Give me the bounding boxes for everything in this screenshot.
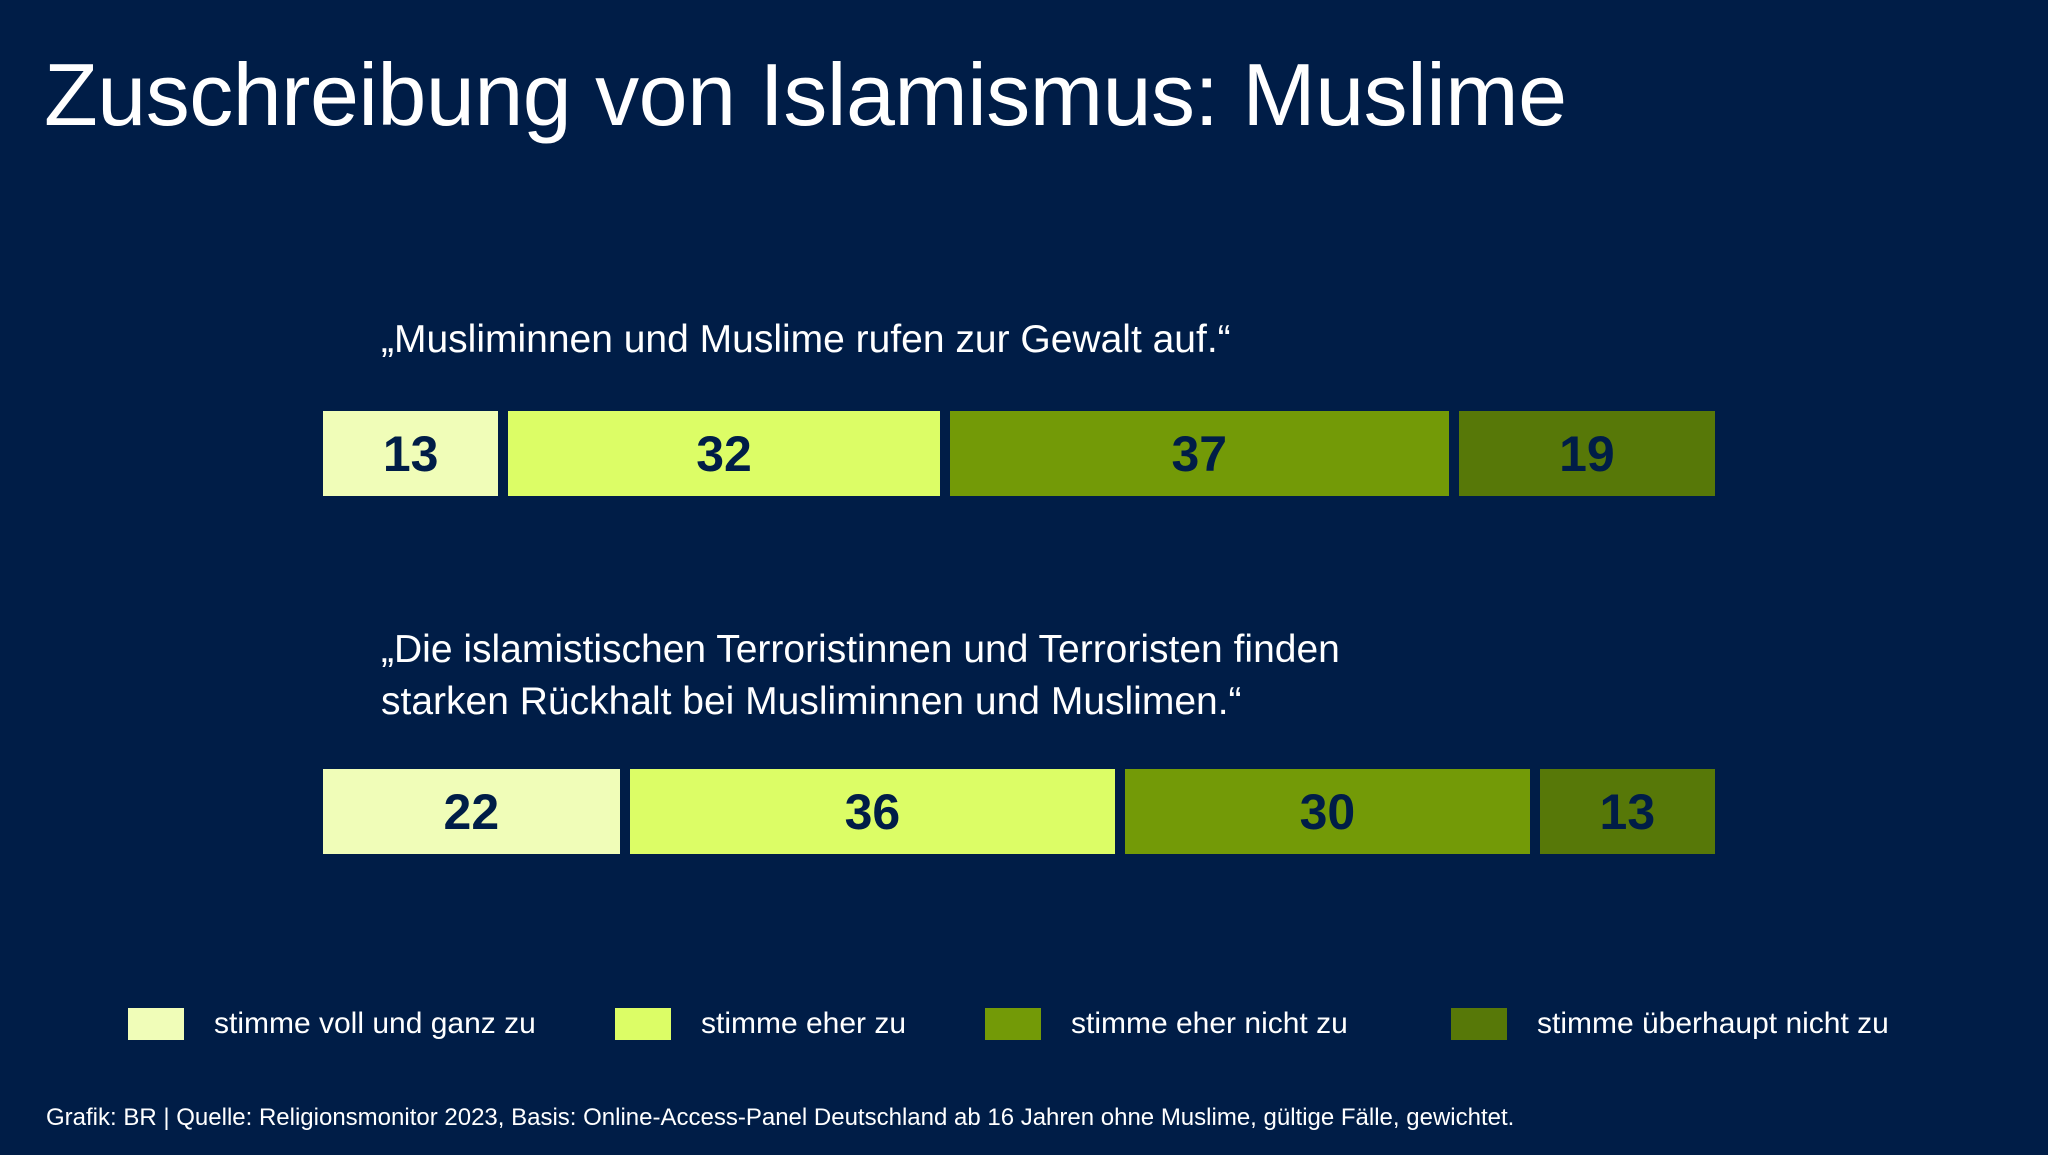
question-2-label: „Die islamistischen Terroristinnen und T… (381, 628, 1340, 723)
bar-value-label: 30 (1299, 783, 1356, 840)
bar-segment: 36 (629, 769, 1116, 854)
bar-segment: 37 (949, 411, 1449, 496)
chart-title: Zuschreibung von Islamismus: Muslime (44, 45, 1567, 144)
bar-value-label: 22 (443, 783, 500, 840)
legend-item-ueberhaupt-nicht-zu: stimme überhaupt nicht zu (1451, 1006, 1889, 1042)
legend-swatch (615, 1008, 671, 1040)
bar-segment: 22 (323, 769, 620, 854)
bar-value-label: 37 (1171, 425, 1228, 482)
stacked-bar-1: 13 32 37 19 (323, 411, 1715, 496)
bar-segment: 13 (1539, 769, 1715, 854)
legend-label: stimme eher zu (701, 1007, 907, 1040)
bar-segment: 13 (323, 411, 499, 496)
bar-value-label: 36 (844, 783, 901, 840)
bar-segment: 32 (508, 411, 940, 496)
bar-value-label: 19 (1559, 425, 1615, 482)
legend-swatch (1451, 1008, 1507, 1040)
legend-swatch (128, 1008, 184, 1040)
legend-item-voll-und-ganz: stimme voll und ganz zu (128, 1006, 536, 1042)
bar-value-label: 32 (696, 425, 752, 482)
stacked-bar-2: 22 36 30 13 (323, 769, 1715, 854)
bar-segment: 19 (1458, 411, 1715, 496)
legend-label: stimme voll und ganz zu (214, 1007, 536, 1040)
bar-value-label: 13 (1599, 783, 1656, 840)
bar-value-label: 13 (382, 425, 439, 482)
legend: stimme voll und ganz zu stimme eher zu s… (0, 1006, 2048, 1042)
legend-item-eher-zu: stimme eher zu (615, 1006, 906, 1042)
bar-segment: 30 (1125, 769, 1530, 854)
question-1-label: „Musliminnen und Muslime rufen zur Gewal… (381, 318, 1231, 361)
legend-item-eher-nicht-zu: stimme eher nicht zu (985, 1006, 1348, 1042)
source-footer: Grafik: BR | Quelle: Religionsmonitor 20… (46, 1104, 1515, 1131)
legend-label: stimme eher nicht zu (1071, 1007, 1348, 1040)
legend-label: stimme überhaupt nicht zu (1537, 1007, 1889, 1040)
legend-swatch (985, 1008, 1041, 1040)
